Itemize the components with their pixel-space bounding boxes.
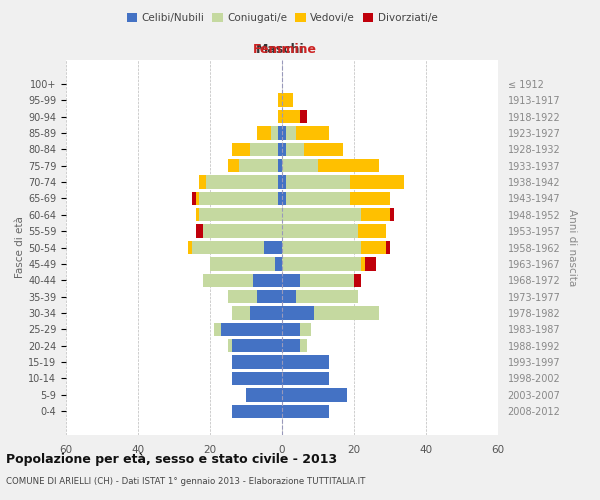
Bar xyxy=(282,224,358,238)
Bar xyxy=(314,306,379,320)
Bar xyxy=(282,339,300,352)
Bar xyxy=(196,208,199,222)
Bar xyxy=(350,192,390,205)
Bar xyxy=(282,257,361,270)
Bar xyxy=(203,274,253,287)
Y-axis label: Anni di nascita: Anni di nascita xyxy=(567,209,577,286)
Bar xyxy=(282,372,329,385)
Bar xyxy=(282,208,361,222)
Bar xyxy=(358,224,386,238)
Bar xyxy=(282,290,296,304)
Bar xyxy=(282,306,314,320)
Bar xyxy=(282,159,318,172)
Bar xyxy=(232,356,282,369)
Bar xyxy=(282,388,347,402)
Bar xyxy=(282,192,286,205)
Bar xyxy=(282,110,300,123)
Bar xyxy=(232,142,250,156)
Bar xyxy=(199,192,278,205)
Bar xyxy=(271,126,278,140)
Bar xyxy=(278,159,282,172)
Bar xyxy=(296,290,358,304)
Legend: Celibi/Nubili, Coniugati/e, Vedovi/e, Divorziati/e: Celibi/Nubili, Coniugati/e, Vedovi/e, Di… xyxy=(124,10,440,26)
Bar xyxy=(206,176,278,188)
Bar xyxy=(286,192,350,205)
Bar xyxy=(282,176,286,188)
Bar xyxy=(228,159,239,172)
Bar xyxy=(300,274,354,287)
Bar xyxy=(199,208,282,222)
Bar xyxy=(192,192,196,205)
Bar xyxy=(282,94,293,107)
Bar xyxy=(250,306,282,320)
Bar xyxy=(232,372,282,385)
Bar xyxy=(361,208,390,222)
Text: Popolazione per età, sesso e stato civile - 2013: Popolazione per età, sesso e stato civil… xyxy=(6,452,337,466)
Bar xyxy=(278,176,282,188)
Bar xyxy=(300,322,311,336)
Bar xyxy=(253,274,282,287)
Bar xyxy=(282,126,286,140)
Bar xyxy=(282,241,361,254)
Bar xyxy=(286,176,350,188)
Bar xyxy=(250,142,278,156)
Bar xyxy=(278,94,282,107)
Bar xyxy=(300,110,307,123)
Bar xyxy=(282,322,300,336)
Y-axis label: Fasce di età: Fasce di età xyxy=(15,216,25,278)
Bar xyxy=(232,404,282,418)
Bar xyxy=(188,241,192,254)
Bar xyxy=(214,322,221,336)
Bar xyxy=(232,306,250,320)
Bar xyxy=(304,142,343,156)
Text: Femmine: Femmine xyxy=(253,44,317,56)
Bar xyxy=(228,290,257,304)
Bar xyxy=(365,257,376,270)
Bar xyxy=(278,142,282,156)
Bar xyxy=(192,241,264,254)
Bar xyxy=(196,192,199,205)
Bar xyxy=(318,159,379,172)
Bar xyxy=(286,126,296,140)
Bar xyxy=(354,274,361,287)
Bar xyxy=(210,257,275,270)
Bar xyxy=(232,339,282,352)
Bar xyxy=(296,126,329,140)
Bar xyxy=(221,322,282,336)
Bar xyxy=(350,176,404,188)
Bar xyxy=(390,208,394,222)
Bar xyxy=(278,126,282,140)
Bar xyxy=(257,126,271,140)
Bar xyxy=(300,339,307,352)
Bar xyxy=(278,110,282,123)
Bar xyxy=(264,241,282,254)
Text: Maschi: Maschi xyxy=(256,44,305,56)
Bar xyxy=(361,257,365,270)
Text: COMUNE DI ARIELLI (CH) - Dati ISTAT 1° gennaio 2013 - Elaborazione TUTTITALIA.IT: COMUNE DI ARIELLI (CH) - Dati ISTAT 1° g… xyxy=(6,478,365,486)
Bar xyxy=(275,257,282,270)
Bar xyxy=(246,388,282,402)
Bar xyxy=(199,176,206,188)
Bar xyxy=(282,142,286,156)
Bar xyxy=(239,159,278,172)
Bar xyxy=(196,224,203,238)
Bar xyxy=(286,142,304,156)
Bar xyxy=(278,192,282,205)
Bar xyxy=(282,356,329,369)
Bar xyxy=(361,241,386,254)
Bar xyxy=(203,224,282,238)
Bar xyxy=(282,404,329,418)
Bar xyxy=(228,339,232,352)
Bar xyxy=(282,274,300,287)
Bar xyxy=(257,290,282,304)
Bar xyxy=(386,241,390,254)
